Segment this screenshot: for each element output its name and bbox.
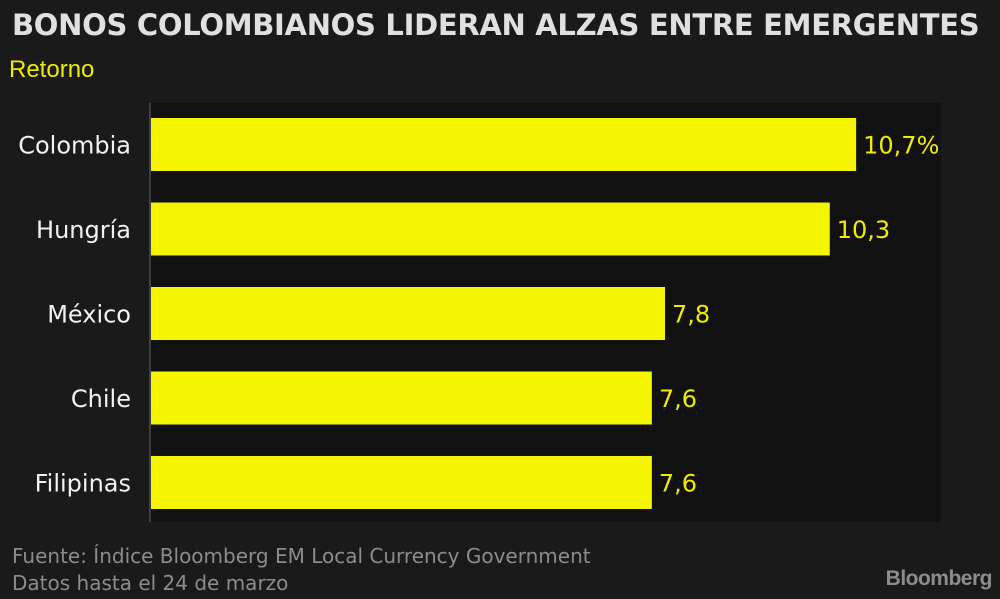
value-label: 7,6 xyxy=(659,385,697,413)
bloomberg-logo: Bloomberg xyxy=(885,567,993,590)
category-label: Chile xyxy=(71,385,131,413)
category-label: Colombia xyxy=(18,132,131,160)
source-note: Fuente: Índice Bloomberg EM Local Curren… xyxy=(12,544,591,568)
date-note: Datos hasta el 24 de marzo xyxy=(12,571,289,595)
bar-méxico xyxy=(151,287,666,340)
value-label: 10,3 xyxy=(837,216,890,244)
chart-title: BONOS COLOMBIANOS LIDERAN ALZAS ENTRE EM… xyxy=(12,8,980,42)
category-label: Hungría xyxy=(36,216,131,244)
category-label: Filipinas xyxy=(35,470,131,498)
value-label: 7,8 xyxy=(672,301,710,329)
bar-chile xyxy=(151,371,652,425)
chart-footer: Fuente: Índice Bloomberg EM Local Curren… xyxy=(12,543,591,597)
value-label: 7,6 xyxy=(659,470,697,498)
value-label: 10,7% xyxy=(863,132,939,160)
bar-filipinas xyxy=(151,456,652,509)
bar-hungría xyxy=(151,202,830,256)
category-label: México xyxy=(47,301,131,329)
bar-colombia xyxy=(151,118,857,171)
chart-subtitle: Retorno xyxy=(9,56,95,83)
